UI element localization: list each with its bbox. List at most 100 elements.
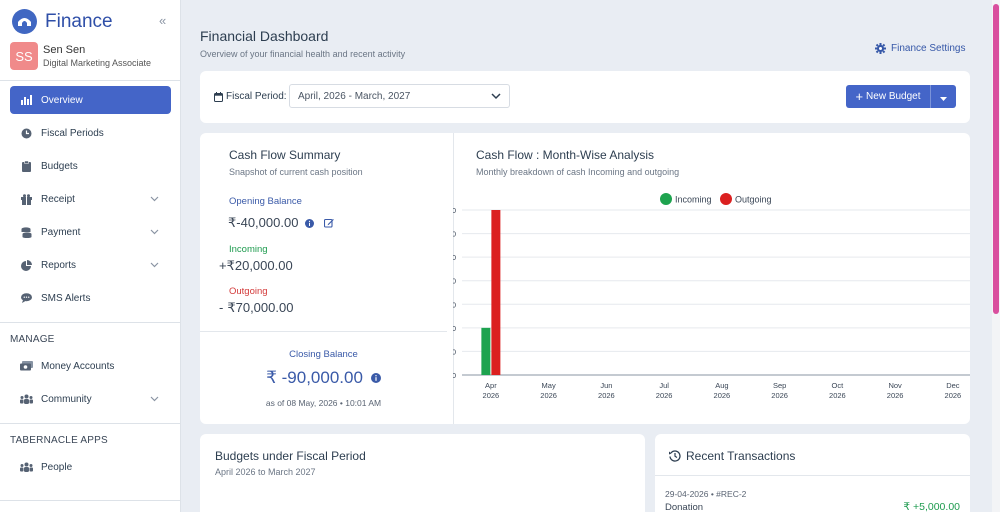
sidebar: Finance « SS Sen Sen Digital Marketing A…	[0, 0, 181, 512]
recent-transactions-title: Recent Transactions	[686, 449, 796, 463]
divider	[453, 133, 454, 424]
sidebar-item-reports[interactable]: Reports	[10, 251, 171, 279]
x-tick-label: 2026	[483, 391, 500, 400]
sidebar-item-sms-alerts[interactable]: SMS Alerts	[10, 284, 171, 312]
opening-balance-row: ₹-40,000.00	[228, 215, 335, 231]
fiscal-period-select[interactable]: April, 2026 - March, 2027	[289, 84, 510, 108]
incoming-value: ₹20,000.00	[226, 258, 293, 273]
sidebar-item-community[interactable]: Community	[10, 385, 171, 413]
divider	[0, 322, 181, 323]
page-subtitle: Overview of your financial health and re…	[200, 49, 406, 59]
fiscal-toolbar: Fiscal Period: April, 2026 - March, 2027…	[200, 71, 970, 123]
page-title: Financial Dashboard	[200, 28, 329, 44]
y-tick-label: ₹10,000	[453, 347, 456, 356]
fiscal-period-label-text: Fiscal Period:	[226, 91, 287, 102]
people-icon	[19, 462, 33, 472]
fiscal-period-label: Fiscal Period:	[214, 91, 287, 102]
brand[interactable]: Finance	[12, 9, 113, 34]
people-icon	[19, 394, 33, 404]
user-profile[interactable]: SS Sen Sen Digital Marketing Associate	[10, 42, 151, 70]
y-tick-label: ₹60,000	[453, 230, 456, 239]
scrollbar-thumb[interactable]	[993, 4, 999, 314]
sidebar-item-receipt[interactable]: Receipt	[10, 185, 171, 213]
sidebar-item-label: Money Accounts	[41, 360, 115, 372]
chevron-down-icon	[150, 227, 159, 238]
sidebar-item-overview[interactable]: Overview	[10, 86, 171, 114]
incoming-row: +₹20,000.00	[219, 258, 293, 274]
new-budget-dropdown-button[interactable]	[930, 85, 956, 108]
coins-icon	[19, 226, 33, 238]
new-budget-button[interactable]: + New Budget	[846, 85, 930, 108]
collapse-sidebar-icon[interactable]: «	[159, 13, 167, 28]
sidebar-item-label: Budgets	[41, 160, 78, 172]
opening-balance-label: Opening Balance	[229, 196, 302, 207]
chevron-down-icon	[150, 194, 159, 205]
sidebar-item-label: Overview	[41, 94, 83, 106]
section-label-tabernacle-apps: TABERNACLE APPS	[10, 435, 108, 446]
divider	[0, 500, 181, 501]
sidebar-item-budgets[interactable]: Budgets	[10, 152, 171, 180]
sidebar-item-people[interactable]: People	[10, 453, 171, 481]
plus-icon: +	[855, 88, 864, 104]
transaction-label: Donation	[665, 502, 704, 512]
y-tick-label: ₹40,000	[453, 277, 456, 286]
incoming-label: Incoming	[229, 244, 268, 255]
legend-label: Incoming	[675, 195, 712, 205]
cash-flow-chart: Incoming Outgoing ₹0 ₹10,000 ₹20,000 ₹30,000 ₹…	[453, 193, 970, 400]
avatar: SS	[10, 42, 38, 70]
sidebar-item-payment[interactable]: Payment	[10, 218, 171, 246]
sidebar-item-label: Fiscal Periods	[41, 127, 104, 139]
chart-subtitle: Monthly breakdown of cash Incoming and o…	[476, 167, 680, 177]
chevron-down-icon	[491, 92, 501, 103]
finance-settings-link[interactable]: Finance Settings	[875, 43, 966, 54]
sidebar-item-label: SMS Alerts	[41, 292, 91, 304]
edit-icon[interactable]	[324, 218, 335, 228]
x-tick-label: 2026	[714, 391, 731, 400]
x-tick-label: Nov	[888, 381, 902, 390]
sidebar-item-label: Community	[41, 393, 92, 405]
sidebar-item-money-accounts[interactable]: Money Accounts	[10, 352, 171, 380]
legend-label: Outgoing	[735, 195, 772, 205]
budgets-title: Budgets under Fiscal Period	[215, 449, 366, 463]
y-tick-label: ₹50,000	[453, 253, 456, 262]
x-tick-label: 2026	[771, 391, 788, 400]
y-tick-label: ₹0	[453, 371, 456, 380]
chevron-down-icon	[150, 394, 159, 405]
fiscal-period-value: April, 2026 - March, 2027	[298, 90, 411, 102]
x-tick-label: Sep	[773, 381, 786, 390]
x-tick-label: Jul	[659, 381, 669, 390]
transaction-amount: ₹ +5,000.00	[903, 501, 960, 512]
x-tick-label: Oct	[832, 381, 845, 390]
opening-balance-value: ₹-40,000.00	[228, 215, 299, 230]
outgoing-row: - ₹70,000.00	[219, 300, 293, 316]
finance-settings-label: Finance Settings	[891, 43, 966, 54]
outgoing-label: Outgoing	[229, 286, 268, 297]
outgoing-value: ₹70,000.00	[227, 300, 294, 315]
x-tick-label: 2026	[945, 391, 962, 400]
budgets-card: Budgets under Fiscal Period April 2026 t…	[200, 434, 645, 512]
sidebar-item-fiscal-periods[interactable]: Fiscal Periods	[10, 119, 171, 147]
cash-flow-card: Cash Flow Summary Snapshot of current ca…	[200, 133, 970, 424]
bar-outgoing	[491, 210, 501, 375]
divider	[655, 475, 970, 476]
x-tick-label: 2026	[656, 391, 673, 400]
x-tick-label: Dec	[946, 381, 960, 390]
y-tick-label: ₹30,000	[453, 300, 456, 309]
brand-name: Finance	[45, 10, 113, 32]
y-tick-label: ₹20,000	[453, 324, 456, 333]
legend-swatch	[720, 193, 732, 205]
x-tick-label: 2026	[540, 391, 557, 400]
recent-transactions-card: Recent Transactions 29-04-2026 • #REC-2 …	[655, 434, 970, 512]
chart-title: Cash Flow : Month-Wise Analysis	[476, 148, 655, 162]
info-icon[interactable]	[370, 373, 381, 383]
money-icon	[19, 361, 33, 371]
legend-swatch	[660, 193, 672, 205]
history-icon	[669, 450, 681, 462]
x-tick-label: Apr	[485, 381, 497, 390]
outgoing-prefix: -	[219, 300, 224, 315]
pie-chart-icon	[19, 259, 33, 271]
info-icon[interactable]	[305, 218, 315, 228]
transaction-meta: 29-04-2026 • #REC-2	[665, 489, 747, 499]
sidebar-item-label: Receipt	[41, 193, 75, 205]
caret-down-icon	[940, 88, 947, 106]
